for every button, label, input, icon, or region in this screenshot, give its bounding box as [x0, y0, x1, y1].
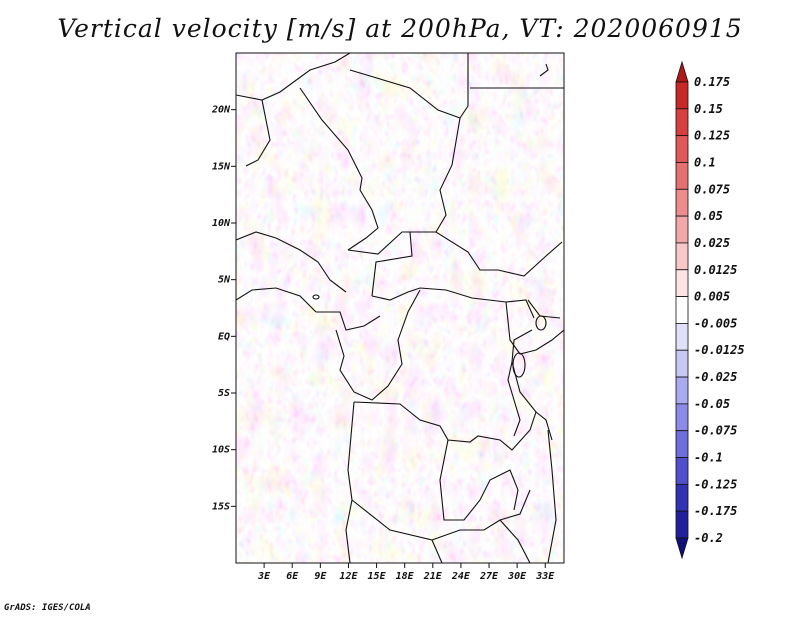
longitude-axis: 3E 6E 9E 12E 15E 18E 21E 24E 27E 30E 33E — [257, 563, 555, 582]
colorbar-label: 0.175 — [694, 75, 730, 89]
lat-label: 5N — [218, 275, 231, 286]
velocity-field — [236, 53, 564, 563]
lon-label: 9E — [314, 571, 327, 582]
colorbar-label: 0.05 — [694, 209, 723, 223]
lon-label: 33E — [535, 571, 555, 582]
colorbar-label: 0.025 — [694, 236, 730, 250]
colorbar-segment — [675, 349, 689, 378]
colorbar-label: 0.0125 — [694, 263, 737, 277]
lon-label: 12E — [339, 571, 358, 582]
lat-label: 15S — [212, 501, 230, 512]
lon-label: 30E — [507, 571, 527, 582]
latitude-axis: 20N 15N 10N 5N EQ 5S 10S 15S — [211, 105, 236, 512]
colorbar-label: -0.1 — [694, 451, 723, 465]
colorbar-max-triangle — [675, 60, 689, 83]
chart-title: Vertical velocity [m/s] at 200hPa, VT: 2… — [57, 14, 743, 43]
colorbar-label: -0.075 — [694, 424, 737, 438]
colorbar-label: 0.15 — [694, 102, 723, 116]
colorbar-label: -0.0125 — [694, 343, 745, 357]
lat-label: 10S — [212, 445, 230, 456]
colorbar-segment — [675, 403, 689, 432]
colorbar-segment — [675, 510, 689, 539]
colorbar-segment — [675, 188, 689, 217]
grads-credit: GrADS: IGES/COLA — [4, 603, 91, 613]
colorbar-segment — [675, 457, 689, 485]
colorbar-label: 0.125 — [694, 129, 730, 143]
lon-label: 3E — [257, 571, 271, 582]
colorbar-segment — [675, 376, 689, 405]
lat-label: 10N — [212, 218, 231, 229]
colorbar-label: -0.005 — [694, 316, 737, 330]
lon-label: 18E — [396, 571, 415, 582]
colorbar-segment — [675, 215, 689, 244]
lon-label: 15E — [368, 571, 387, 582]
colorbar-segment — [675, 483, 689, 512]
colorbar-label: -0.2 — [694, 531, 723, 545]
colorbar-label: -0.125 — [694, 477, 737, 491]
colorbar-label: -0.05 — [694, 397, 730, 411]
colorbar-segment — [675, 162, 689, 190]
colorbar-segment — [675, 242, 689, 271]
lat-label: 5S — [218, 388, 230, 399]
colorbar-label: -0.025 — [694, 370, 737, 384]
colorbar-label: 0.005 — [694, 290, 730, 304]
colorbar-segment — [675, 296, 689, 324]
colorbar-segment — [675, 430, 689, 458]
colorbar-segment — [675, 81, 689, 110]
lon-label: 24E — [451, 571, 471, 582]
lat-label: EQ — [218, 331, 230, 342]
colorbar-label: 0.075 — [694, 182, 730, 196]
lat-label: 20N — [211, 105, 231, 116]
colorbar-label: -0.175 — [694, 504, 737, 518]
country-borders — [236, 53, 564, 563]
plot-frame — [235, 52, 565, 564]
colorbar-segment — [675, 135, 689, 163]
colorbar-segment — [675, 269, 689, 297]
colorbar-label: 0.1 — [694, 155, 716, 169]
lon-label: 27E — [479, 571, 499, 582]
colorbar-segment — [675, 108, 689, 137]
lon-label: 6E — [286, 571, 299, 582]
lat-label: 15N — [212, 161, 231, 172]
lon-label: 21E — [423, 571, 443, 582]
colorbar-min-triangle — [675, 537, 689, 560]
colorbar-segment — [675, 323, 689, 351]
colorbar: 0.175 0.15 0.125 0.1 0.075 0.05 0.025 0.0125 0.0… — [675, 60, 745, 560]
